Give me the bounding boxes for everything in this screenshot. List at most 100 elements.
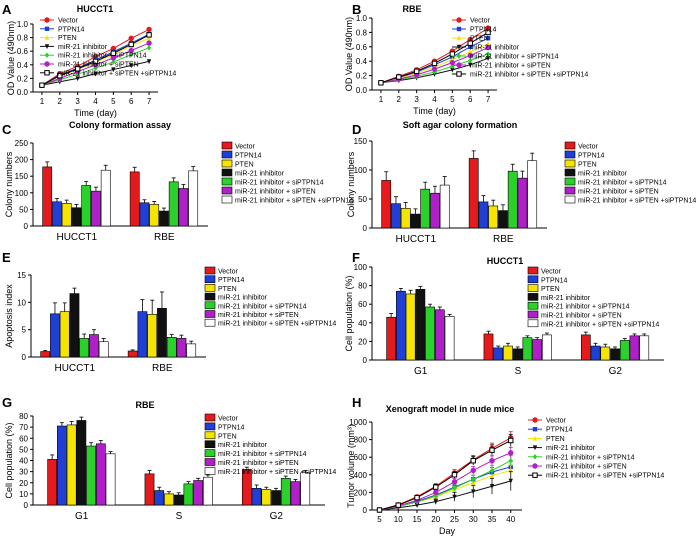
data-point	[468, 57, 473, 64]
legend-label: Vector	[218, 269, 239, 276]
bar	[166, 337, 177, 358]
legend-label: PTPN14	[218, 277, 245, 284]
data-point	[489, 472, 495, 478]
legend-marker	[44, 17, 50, 23]
data-point	[431, 66, 438, 72]
data-point	[508, 458, 513, 464]
bar	[498, 210, 508, 229]
legend-swatch	[527, 293, 539, 301]
bar	[157, 308, 167, 358]
data-point	[146, 32, 152, 38]
bar	[629, 335, 640, 361]
legend-swatch	[204, 440, 216, 449]
bar	[203, 476, 213, 506]
legend-label: miR-21 inhibitor + siPTEN	[578, 189, 659, 196]
y-axis-label: Cell population (%)	[4, 422, 14, 498]
legend-swatch	[564, 177, 576, 186]
legend-label: miR-21 inhibitor + siPTEN +siPTPN14	[578, 198, 696, 205]
x-axis-label: Time (day)	[413, 106, 456, 116]
bar	[71, 207, 82, 227]
legend-label: PTPN14	[470, 27, 497, 34]
legend-label: PTPN14	[541, 277, 568, 284]
legend-swatch	[221, 186, 233, 195]
legend-label: miR-21 inhibitor	[235, 171, 285, 178]
y-tick-label: 20	[358, 337, 367, 346]
y-tick-label: 0.8	[356, 28, 368, 37]
y-axis-label: OD Value (490nm)	[6, 21, 16, 95]
bar	[76, 420, 87, 506]
legend-label: PTEN	[546, 436, 565, 443]
panel-letter-g: G	[2, 395, 12, 410]
bar	[522, 337, 533, 361]
bar	[381, 180, 392, 229]
x-tick-label: 2	[58, 97, 63, 106]
panel-letter-e: E	[2, 250, 11, 265]
y-tick-label: 1.0	[17, 20, 29, 29]
bar	[127, 350, 138, 358]
legend-label: miR-21 inhibitor + siPTEN +siPTPN14	[541, 321, 659, 328]
x-tick-label: 4	[93, 97, 98, 106]
data-point	[146, 40, 152, 46]
legend-label: miR-21 inhibitor + siPTEN	[218, 312, 299, 319]
y-tick-label: 600	[354, 453, 368, 462]
bar	[420, 188, 431, 229]
category-label: RBE	[152, 363, 173, 374]
y-tick-label: 0.8	[17, 34, 29, 43]
bar	[300, 472, 311, 506]
y-tick-label: 40	[19, 457, 28, 466]
legend-label: miR-21 inhibitor + siPTPN14	[235, 180, 324, 187]
x-tick-label: 1	[379, 95, 384, 104]
legend-label: miR-21 inhibitor + siPTPN14	[546, 454, 635, 461]
bar	[137, 311, 148, 358]
legend-label: miR-21 inhibitor + siPTPN14	[470, 54, 559, 61]
legend-marker	[532, 417, 538, 423]
y-axis-label: Colony numbers	[4, 151, 14, 217]
legend-label: miR-21 inhibitor + siPTEN	[546, 464, 627, 471]
bar	[619, 340, 630, 361]
category-label: G1	[414, 366, 428, 377]
bar	[542, 334, 552, 361]
bar	[400, 207, 411, 229]
legend-label: PTPN14	[218, 424, 245, 431]
chart-title: Soft agar colony formation	[403, 120, 518, 130]
y-tick-label: 0	[363, 506, 368, 515]
legend-marker	[456, 62, 462, 68]
data-point	[111, 59, 116, 65]
data-point	[485, 29, 491, 36]
bar	[42, 166, 53, 227]
bar	[391, 203, 401, 229]
data-point	[414, 502, 420, 508]
bar-chart-panel-d: Soft agar colony formation 0 50 100 150 HUCCT…	[346, 120, 696, 245]
data-point	[146, 45, 152, 51]
data-point	[508, 450, 514, 456]
data-point	[376, 507, 383, 513]
legend-label: miR-21 inhibitor + siPTEN +siPTPN14	[218, 321, 336, 328]
data-point	[75, 76, 80, 82]
legend-marker	[532, 435, 538, 441]
bar	[178, 188, 189, 227]
data-point	[378, 80, 384, 86]
legend-label: PTEN	[218, 286, 237, 293]
y-tick-label: 5	[22, 326, 27, 335]
y-tick-label: 10	[17, 298, 26, 307]
data-point	[508, 478, 513, 484]
y-tick-label: 0	[22, 353, 27, 362]
legend-label: PTEN	[218, 433, 237, 440]
legend-label: miR-21 inhibitor + siPTEN	[58, 62, 139, 69]
legend-label: Vector	[578, 144, 599, 151]
data-point	[485, 41, 491, 47]
bar	[280, 477, 291, 506]
bar	[405, 293, 416, 361]
bar	[271, 490, 281, 506]
bar	[154, 490, 165, 506]
y-tick-label: 0.0	[356, 86, 368, 95]
category-label: HUCCT1	[54, 363, 95, 374]
x-tick-label: 6	[129, 97, 134, 106]
bar	[251, 488, 262, 506]
legend-label: Vector	[218, 416, 239, 423]
bar	[139, 202, 150, 227]
x-tick-label: 25	[450, 515, 459, 524]
legend-marker	[532, 472, 538, 478]
legend-swatch	[564, 168, 576, 177]
